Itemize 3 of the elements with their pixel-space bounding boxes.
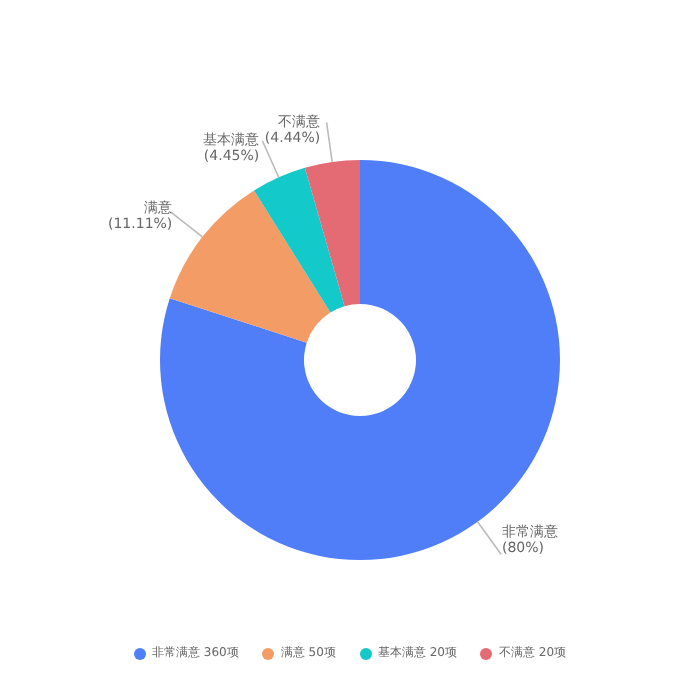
- donut-slice: [169, 190, 331, 343]
- donut-slice: [304, 160, 360, 307]
- donut-slice: [254, 167, 345, 313]
